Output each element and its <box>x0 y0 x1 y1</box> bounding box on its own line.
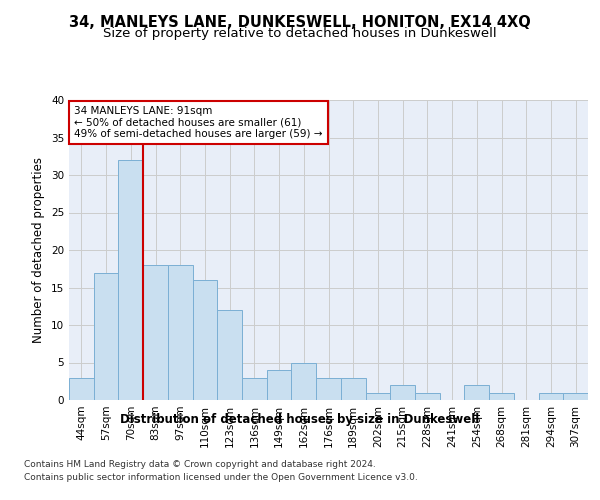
Bar <box>464 385 489 400</box>
Bar <box>267 370 292 400</box>
Text: Contains public sector information licensed under the Open Government Licence v3: Contains public sector information licen… <box>24 472 418 482</box>
Text: 34 MANLEYS LANE: 91sqm
← 50% of detached houses are smaller (61)
49% of semi-det: 34 MANLEYS LANE: 91sqm ← 50% of detached… <box>74 106 323 139</box>
Bar <box>193 280 217 400</box>
Bar <box>217 310 242 400</box>
Bar <box>316 378 341 400</box>
Bar <box>118 160 143 400</box>
Bar <box>292 362 316 400</box>
Bar <box>94 272 118 400</box>
Bar <box>143 265 168 400</box>
Bar <box>390 385 415 400</box>
Bar <box>415 392 440 400</box>
Text: Distribution of detached houses by size in Dunkeswell: Distribution of detached houses by size … <box>121 412 479 426</box>
Bar <box>69 378 94 400</box>
Text: Contains HM Land Registry data © Crown copyright and database right 2024.: Contains HM Land Registry data © Crown c… <box>24 460 376 469</box>
Y-axis label: Number of detached properties: Number of detached properties <box>32 157 46 343</box>
Bar <box>242 378 267 400</box>
Bar <box>168 265 193 400</box>
Bar <box>539 392 563 400</box>
Text: Size of property relative to detached houses in Dunkeswell: Size of property relative to detached ho… <box>103 28 497 40</box>
Bar <box>563 392 588 400</box>
Text: 34, MANLEYS LANE, DUNKESWELL, HONITON, EX14 4XQ: 34, MANLEYS LANE, DUNKESWELL, HONITON, E… <box>69 15 531 30</box>
Bar <box>341 378 365 400</box>
Bar <box>489 392 514 400</box>
Bar <box>365 392 390 400</box>
